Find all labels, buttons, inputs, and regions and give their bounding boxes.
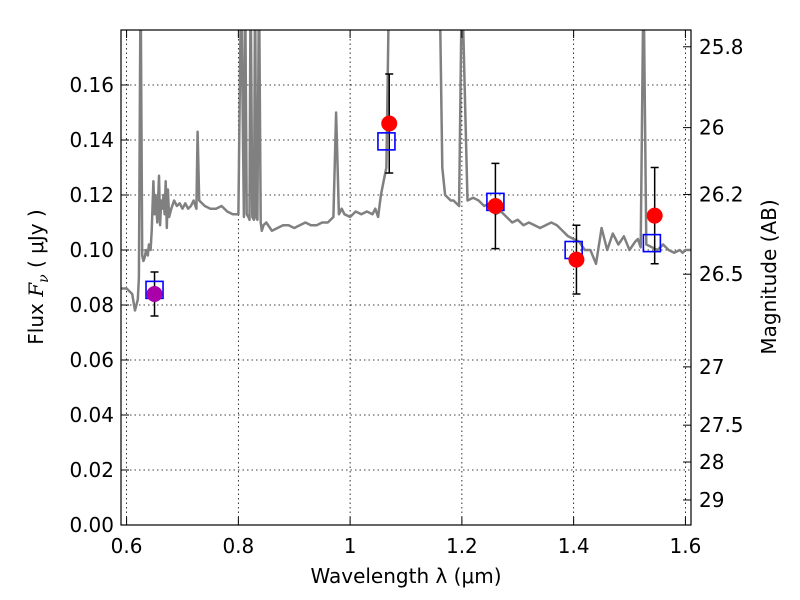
- observed-flux-point: [568, 251, 585, 268]
- marker-layer: [145, 73, 663, 317]
- x-axis-title: Wavelength λ (μm): [310, 564, 501, 588]
- y-tick-label: 0.02: [69, 458, 114, 482]
- x-axis-title-text: Wavelength λ (μm): [310, 564, 501, 588]
- y-tick-label: 0.16: [69, 73, 114, 97]
- x-tick-label: 1.4: [558, 534, 590, 558]
- y-axis-title-subscript: ν: [36, 274, 52, 283]
- y-tick-label: 0.14: [69, 128, 114, 152]
- y-axis-title-unit: ( μJy ): [24, 209, 48, 274]
- right-axis-title: Magnitude (AB): [757, 199, 781, 354]
- right-tick-label: 28: [699, 450, 724, 474]
- ticks: 0.6 0.8 1 1.2 1.4 1.6 0.00 0.02 0.04 0.06 0.08 0.10…: [69, 30, 744, 558]
- right-tick-label: 29: [699, 488, 724, 512]
- y-axis-title-symbol: F: [24, 282, 48, 298]
- observed-flux-point: [146, 286, 163, 302]
- x-tick-label: 0.8: [222, 534, 254, 558]
- x-tick-label: 1.6: [670, 534, 702, 558]
- spectrum-layer: [121, 30, 691, 312]
- y-axis-title: Flux Fν ( μJy ): [24, 209, 52, 344]
- y-tick-label: 0.12: [69, 183, 114, 207]
- right-tick-label: 27.5: [699, 413, 744, 437]
- y-tick-label: 0.06: [69, 348, 114, 372]
- model-photometry-point: [642, 233, 662, 253]
- plot-frame: [120, 29, 692, 526]
- observed-flux-point: [646, 207, 663, 224]
- y-tick-label: 0.08: [69, 293, 114, 317]
- right-tick-label: 26: [699, 116, 724, 140]
- observed-flux-point: [487, 198, 504, 214]
- right-tick-label: 26.2: [699, 182, 744, 206]
- y-tick-label: 0.04: [69, 403, 114, 427]
- observed-flux-point: [381, 115, 398, 132]
- right-tick-label: 26.5: [699, 262, 744, 286]
- x-tick-label: 0.6: [111, 534, 143, 558]
- y-tick-label: 0.00: [69, 513, 114, 537]
- x-tick-label: 1.2: [446, 534, 478, 558]
- right-tick-label: 27: [699, 355, 724, 379]
- y-axis-title-text: Flux: [24, 297, 48, 345]
- x-tick-label: 1: [344, 534, 357, 558]
- y-tick-label: 0.10: [69, 238, 114, 262]
- model-spectrum-line: [121, 30, 691, 312]
- right-tick-label: 25.8: [699, 35, 744, 59]
- model-photometry-point: [377, 132, 396, 151]
